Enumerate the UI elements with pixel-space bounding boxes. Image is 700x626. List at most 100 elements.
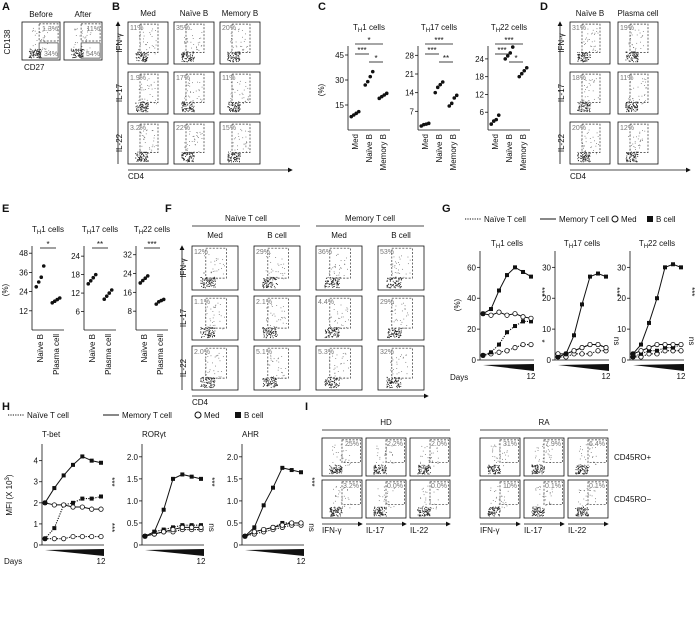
event (382, 470, 384, 472)
event (146, 79, 148, 81)
event (190, 55, 192, 57)
event (392, 359, 394, 361)
event (373, 465, 375, 467)
y-tick-label: 0 (622, 356, 627, 365)
event (637, 53, 639, 55)
event (583, 102, 585, 104)
event (580, 108, 582, 110)
gate (329, 247, 351, 279)
event (208, 283, 210, 285)
event (400, 285, 402, 287)
data-point (520, 314, 526, 320)
event (149, 33, 151, 35)
event (141, 106, 142, 108)
data-point (98, 506, 104, 512)
data-point (572, 333, 576, 338)
event (505, 444, 507, 445)
event (388, 380, 390, 382)
event (232, 46, 234, 48)
event (639, 131, 641, 133)
data-point (528, 315, 534, 321)
data-point (279, 522, 285, 528)
event (336, 286, 337, 288)
gate-percent: 11% (222, 75, 236, 82)
event (82, 54, 84, 56)
event (268, 281, 270, 283)
data-point (145, 274, 150, 278)
event (488, 468, 490, 470)
event (497, 508, 499, 510)
gate (139, 123, 159, 154)
event (230, 151, 231, 153)
event (337, 511, 339, 513)
event (211, 380, 213, 382)
event (182, 155, 184, 157)
event (329, 381, 331, 383)
event (577, 54, 579, 56)
event (493, 470, 495, 472)
event (207, 336, 209, 338)
event (631, 60, 633, 62)
event (270, 358, 272, 359)
event (140, 54, 142, 56)
event (423, 466, 425, 468)
event (143, 38, 144, 40)
event (497, 466, 499, 468)
event (378, 512, 380, 514)
event (264, 330, 266, 332)
event (204, 255, 205, 257)
event (262, 281, 264, 283)
event (36, 49, 38, 51)
event (141, 55, 143, 57)
event (142, 107, 144, 109)
event (73, 53, 75, 55)
event (399, 287, 401, 289)
event (334, 265, 336, 267)
event (593, 98, 595, 100)
data-point (261, 503, 266, 508)
event (594, 140, 596, 142)
gate (267, 297, 289, 329)
event (632, 52, 634, 54)
event (230, 32, 232, 34)
event (487, 467, 489, 469)
event (625, 106, 627, 107)
event (549, 503, 551, 505)
event (397, 377, 399, 379)
event (583, 152, 585, 154)
event (206, 277, 208, 278)
event (405, 355, 407, 356)
event (202, 332, 204, 334)
event (349, 503, 351, 505)
event (191, 105, 193, 107)
event (189, 152, 191, 154)
event (327, 328, 329, 330)
event (635, 160, 637, 162)
gate (267, 247, 289, 279)
event (238, 155, 240, 157)
event (536, 470, 538, 472)
event (585, 153, 587, 155)
event (381, 506, 383, 508)
event (150, 101, 152, 103)
event (211, 328, 213, 330)
event (142, 111, 144, 113)
event (489, 511, 491, 513)
event (335, 467, 337, 469)
event (583, 151, 585, 152)
event (541, 464, 543, 466)
event (339, 471, 341, 473)
event (633, 146, 635, 148)
event (214, 335, 216, 337)
event (384, 486, 385, 488)
event (392, 280, 394, 282)
event (268, 306, 270, 308)
event (203, 336, 205, 337)
event (381, 513, 383, 515)
event (270, 325, 271, 326)
event (147, 51, 149, 53)
event (387, 277, 389, 279)
event (633, 105, 635, 107)
event (186, 38, 188, 40)
event (191, 58, 192, 60)
